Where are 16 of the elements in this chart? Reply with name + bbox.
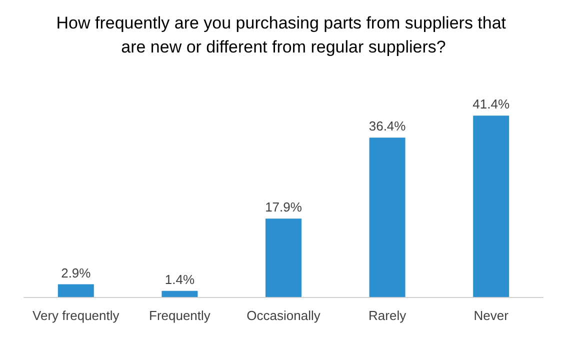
data-label: 1.4%	[164, 272, 195, 287]
data-label: 2.9%	[61, 265, 92, 280]
bar	[58, 284, 94, 297]
x-tick-label: Never	[474, 308, 510, 323]
chart-title: How frequently are you purchasing parts from suppliers that are new or different from regular suppliers?	[56, 14, 511, 56]
data-label: 17.9%	[265, 200, 302, 215]
data-label: 41.4%	[472, 96, 510, 112]
bar	[266, 218, 302, 297]
x-tick-label: Rarely	[368, 308, 407, 323]
data-label: 36.4%	[368, 118, 406, 134]
x-tick-label: Frequently	[148, 308, 211, 323]
bar	[473, 116, 510, 297]
x-tick-label: Occasionally	[246, 308, 321, 323]
bar	[162, 290, 198, 297]
x-tick-label: Very frequently	[32, 308, 120, 323]
bar	[369, 138, 406, 297]
